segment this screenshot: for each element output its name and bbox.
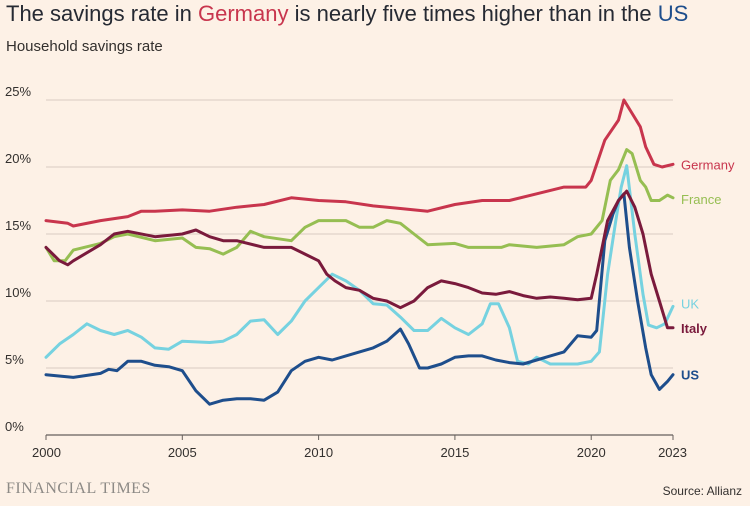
y-tick-label-5: 5% xyxy=(5,352,24,367)
legend-label-germany: Germany xyxy=(681,157,735,172)
x-tick-label-2005: 2005 xyxy=(168,445,197,460)
series-line-uk xyxy=(44,164,675,366)
legend-label-us: US xyxy=(681,368,699,383)
x-tick-label-2015: 2015 xyxy=(440,445,469,460)
legend-label-uk: UK xyxy=(681,297,699,312)
title-prefix: The savings rate in xyxy=(6,1,198,26)
y-tick-label-15: 15% xyxy=(5,218,31,233)
x-tick-label-2000: 2000 xyxy=(32,445,61,460)
series-line-germany xyxy=(44,98,675,228)
source-note: Source: Allianz xyxy=(662,484,742,498)
title-germany: Germany xyxy=(197,1,289,26)
series-line-italy xyxy=(44,189,675,330)
y-tick-label-0: 0% xyxy=(5,419,24,434)
title-middle: is nearly five times higher than in the xyxy=(288,1,658,26)
x-tick-label-2020: 2020 xyxy=(577,445,606,460)
legend-label-italy: Italy xyxy=(681,321,708,336)
title-us: US xyxy=(657,1,689,26)
chart-title: The savings rate in Germany is nearly fi… xyxy=(6,1,688,27)
y-tick-label-20: 20% xyxy=(5,151,31,166)
y-tick-label-25: 25% xyxy=(5,84,31,99)
y-tick-label-10: 10% xyxy=(5,285,31,300)
x-tick-label-2010: 2010 xyxy=(304,445,333,460)
chart-subtitle: Household savings rate xyxy=(6,38,163,55)
x-tick-label-2023: 2023 xyxy=(658,445,687,460)
ft-brand-logo: FINANCIAL TIMES xyxy=(6,480,151,497)
series-line-france xyxy=(44,148,675,263)
legend-label-france: France xyxy=(681,192,721,207)
